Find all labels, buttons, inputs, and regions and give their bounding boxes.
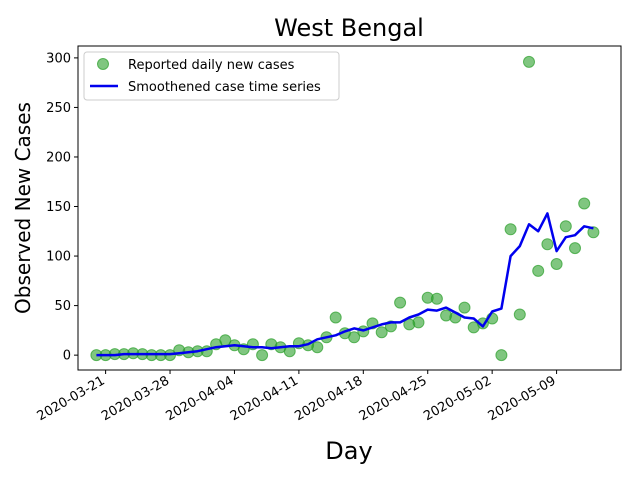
data-point [394, 296, 407, 309]
data-point [550, 258, 563, 270]
y-tick-label: 300 [46, 51, 71, 66]
y-tick-label: 150 [46, 200, 71, 215]
data-point [523, 55, 535, 68]
smoothed-line [96, 212, 594, 357]
data-point [587, 226, 600, 239]
y-tick-label: 100 [46, 250, 71, 265]
data-point [348, 331, 361, 344]
legend: Reported daily new cases Smoothened case… [83, 51, 340, 101]
y-tick-label: 250 [46, 101, 71, 116]
data-point [495, 349, 508, 362]
data-point [430, 292, 443, 305]
legend-label-scatter: Reported daily new cases [128, 58, 295, 73]
data-point [559, 220, 572, 233]
data-point [311, 341, 324, 354]
legend-label-line: Smoothened case time series [128, 80, 321, 95]
data-point [532, 264, 545, 277]
legend-scatter-marker [97, 58, 109, 70]
x-tick-label: 2020-05-02 [421, 373, 494, 424]
plot-area [90, 55, 600, 362]
x-tick-label: 2020-03-21 [35, 373, 108, 424]
x-tick-label: 2020-03-28 [99, 373, 172, 424]
y-tick-label: 0 [63, 349, 71, 364]
x-tick-label: 2020-05-09 [486, 373, 559, 424]
axes-frame [77, 45, 622, 371]
data-point [375, 326, 388, 339]
x-tick-label: 2020-04-18 [292, 373, 365, 424]
x-tick-label: 2020-04-25 [357, 373, 430, 424]
data-point [513, 308, 526, 321]
data-point [412, 316, 425, 329]
chart-title: West Bengal [274, 14, 424, 42]
y-axis: 0 50 100 150 200 250 300 [46, 51, 78, 364]
data-point [578, 197, 591, 210]
legend-box [83, 51, 340, 101]
y-tick-label: 50 [54, 299, 71, 314]
x-tick-label: 2020-04-11 [228, 373, 301, 424]
data-point [504, 223, 517, 236]
data-point [329, 311, 342, 324]
x-tick-label: 2020-04-04 [164, 373, 237, 424]
x-axis: 2020-03-212020-03-282020-04-042020-04-11… [35, 370, 559, 424]
y-axis-label: Observed New Cases [11, 102, 35, 314]
data-point [569, 242, 581, 255]
x-axis-label: Day [325, 437, 372, 465]
data-point [458, 301, 471, 314]
data-point [256, 349, 269, 362]
data-point [541, 238, 554, 251]
y-tick-label: 200 [46, 150, 71, 165]
